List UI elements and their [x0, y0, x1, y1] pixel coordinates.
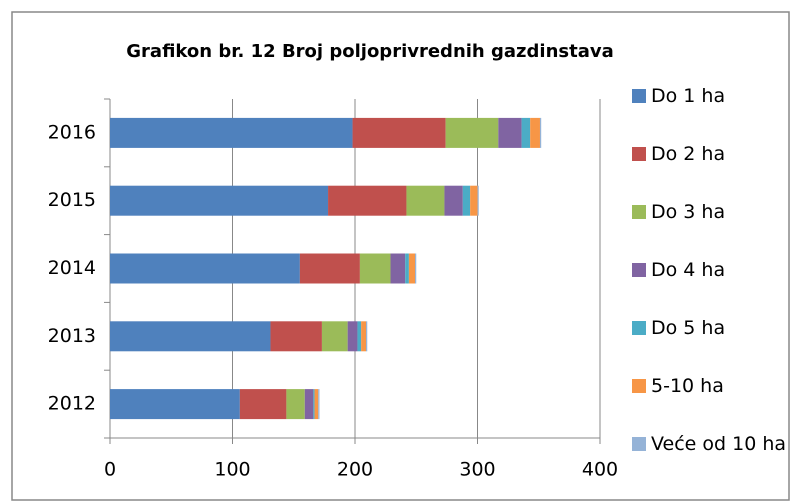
- bar-segment: [408, 253, 416, 284]
- x-tick-label: 400: [582, 459, 618, 481]
- legend-swatch: [632, 437, 646, 451]
- bar-segment: [462, 185, 471, 216]
- bar-segment: [470, 185, 478, 216]
- bar-segment: [110, 389, 240, 420]
- x-tick-label: 100: [214, 459, 250, 481]
- bar-segment: [110, 321, 271, 352]
- legend-item: Do 4 ha: [632, 258, 792, 316]
- legend-label: Do 5 ha: [651, 317, 726, 339]
- bar-segment: [366, 321, 368, 352]
- bar-segment: [347, 321, 358, 352]
- legend-label: Do 4 ha: [651, 259, 726, 281]
- y-tick-label: 2014: [48, 257, 96, 279]
- legend: Do 1 ha Do 2 ha Do 3 ha Do 4 ha Do 5 ha 5-10 …: [632, 84, 792, 490]
- bar-segment: [390, 253, 406, 284]
- bar-segment: [498, 117, 522, 148]
- y-tick-label: 2013: [48, 325, 96, 347]
- legend-swatch: [632, 89, 646, 103]
- legend-label: Do 2 ha: [651, 143, 726, 165]
- bar-segment: [286, 389, 305, 420]
- bar-segment: [444, 185, 463, 216]
- bar-segment: [415, 253, 417, 284]
- bar-segment: [318, 389, 320, 420]
- legend-item: Do 5 ha: [632, 316, 792, 374]
- bar-segment: [477, 185, 479, 216]
- bar-segment: [314, 389, 319, 420]
- y-tick-label: 2016: [48, 121, 96, 143]
- bar-segment: [110, 185, 329, 216]
- bar-segment: [359, 253, 391, 284]
- legend-item: Do 1 ha: [632, 84, 792, 142]
- legend-label: Do 1 ha: [651, 85, 726, 107]
- bar-segment: [445, 117, 499, 148]
- chart-title: Grafikon br. 12 Broj poljoprivrednih gaz…: [126, 41, 613, 62]
- bar-segment: [361, 321, 367, 352]
- x-tick-label: 200: [337, 459, 373, 481]
- x-tick-label: 300: [459, 459, 495, 481]
- legend-swatch: [632, 147, 646, 161]
- legend-swatch: [632, 379, 646, 393]
- bar-segment: [110, 253, 300, 284]
- bar-segment: [321, 321, 348, 352]
- bar-segment: [110, 117, 353, 148]
- legend-label: Veće od 10 ha: [651, 433, 787, 455]
- bar-segment: [530, 117, 540, 148]
- legend-swatch: [632, 205, 646, 219]
- bar-segment: [304, 389, 314, 420]
- bar-segment: [405, 253, 409, 284]
- legend-label: 5-10 ha: [651, 375, 724, 397]
- bar-segment: [521, 117, 531, 148]
- bar-segment: [328, 185, 407, 216]
- bar-segment: [357, 321, 362, 352]
- legend-label: Do 3 ha: [651, 201, 726, 223]
- bar-segment: [406, 185, 445, 216]
- legend-item: 5-10 ha: [632, 374, 792, 432]
- bar-segment: [352, 117, 446, 148]
- legend-item: Do 2 ha: [632, 142, 792, 200]
- bar-segment: [299, 253, 360, 284]
- legend-swatch: [632, 321, 646, 335]
- bar-segment: [270, 321, 322, 352]
- legend-swatch: [632, 263, 646, 277]
- bar-segment: [313, 389, 315, 420]
- y-tick-label: 2015: [48, 189, 96, 211]
- bar-segment: [539, 117, 542, 148]
- x-tick-label: 0: [104, 459, 116, 481]
- legend-item: Do 3 ha: [632, 200, 792, 258]
- legend-item: Veće od 10 ha: [632, 432, 792, 490]
- y-tick-label: 2012: [48, 393, 96, 415]
- bar-segment: [239, 389, 287, 420]
